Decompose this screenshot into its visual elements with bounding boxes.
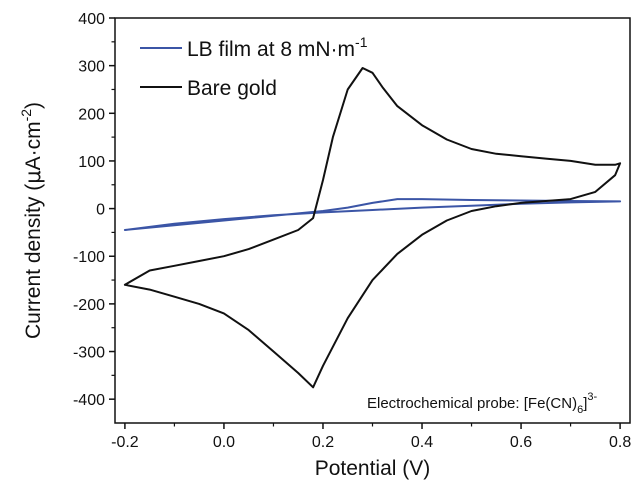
ticks-layer <box>109 17 621 429</box>
y-tick-label: 200 <box>78 106 105 123</box>
y-tick-label: 100 <box>78 154 105 171</box>
y-tick-label: 300 <box>78 59 105 76</box>
series-line-bare-gold <box>123 67 622 389</box>
x-tick-label: 0.6 <box>510 434 532 451</box>
labels-layer: -0.2 0.0 0.2 0.4 0.6 0.8 -400 -300 -200 -100 0 100 2… <box>73 11 631 451</box>
series-layer <box>123 67 622 389</box>
probe-annotation: Electrochemical probe: [Fe(CN)6]3- <box>367 391 597 416</box>
x-tick-label: 0.0 <box>213 434 235 451</box>
x-tick-label: 0.2 <box>312 434 334 451</box>
series-line-lb-film <box>123 198 622 231</box>
y-tick-label: 0 <box>96 202 105 219</box>
x-tick-label: 0.4 <box>411 434 433 451</box>
y-tick-label: -300 <box>73 345 105 362</box>
y-tick-label: 400 <box>78 11 105 28</box>
y-tick-label: -200 <box>73 297 105 314</box>
y-tick-label: -400 <box>73 392 105 409</box>
y-axis-title: Current density (μA·cm-2) <box>18 102 45 339</box>
x-tick-label: -0.2 <box>111 434 139 451</box>
x-axis-title: Potential (V) <box>315 457 431 480</box>
legend-label-lb-film: LB film at 8 mN·m-1 <box>187 34 368 61</box>
y-tick-label: -100 <box>73 249 105 266</box>
x-tick-label: 0.8 <box>609 434 631 451</box>
legend-label-bare-gold: Bare gold <box>187 77 277 100</box>
legend: LB film at 8 mN·m-1 Bare gold <box>140 34 368 100</box>
